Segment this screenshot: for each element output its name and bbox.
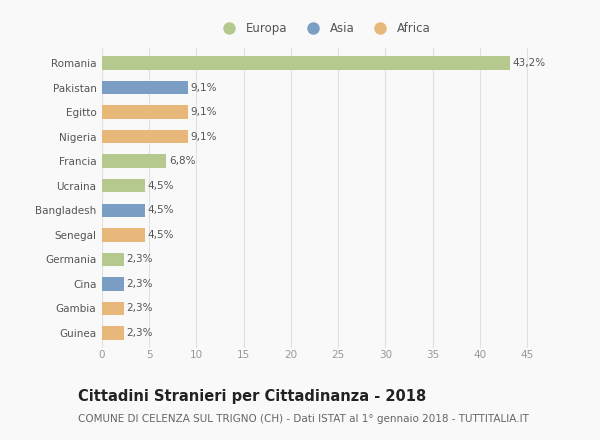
Text: 4,5%: 4,5%	[148, 181, 174, 191]
Bar	[102, 204, 145, 217]
Text: Cittadini Stranieri per Cittadinanza - 2018: Cittadini Stranieri per Cittadinanza - 2…	[78, 389, 426, 404]
Text: 9,1%: 9,1%	[191, 83, 217, 93]
Text: 6,8%: 6,8%	[169, 156, 196, 166]
Bar	[102, 81, 188, 95]
Text: 2,3%: 2,3%	[127, 328, 153, 338]
Bar	[102, 228, 145, 242]
Bar	[102, 56, 510, 70]
Bar	[102, 253, 124, 266]
Text: COMUNE DI CELENZA SUL TRIGNO (CH) - Dati ISTAT al 1° gennaio 2018 - TUTTITALIA.I: COMUNE DI CELENZA SUL TRIGNO (CH) - Dati…	[78, 414, 529, 424]
Bar	[102, 130, 188, 143]
Text: 4,5%: 4,5%	[148, 205, 174, 215]
Text: 2,3%: 2,3%	[127, 303, 153, 313]
Bar	[102, 277, 124, 290]
Text: 9,1%: 9,1%	[191, 132, 217, 142]
Legend: Europa, Asia, Africa: Europa, Asia, Africa	[214, 18, 434, 38]
Bar	[102, 106, 188, 119]
Text: 9,1%: 9,1%	[191, 107, 217, 117]
Bar	[102, 301, 124, 315]
Text: 2,3%: 2,3%	[127, 279, 153, 289]
Text: 2,3%: 2,3%	[127, 254, 153, 264]
Text: 4,5%: 4,5%	[148, 230, 174, 240]
Bar	[102, 179, 145, 192]
Bar	[102, 154, 166, 168]
Text: 43,2%: 43,2%	[513, 58, 546, 68]
Bar	[102, 326, 124, 340]
